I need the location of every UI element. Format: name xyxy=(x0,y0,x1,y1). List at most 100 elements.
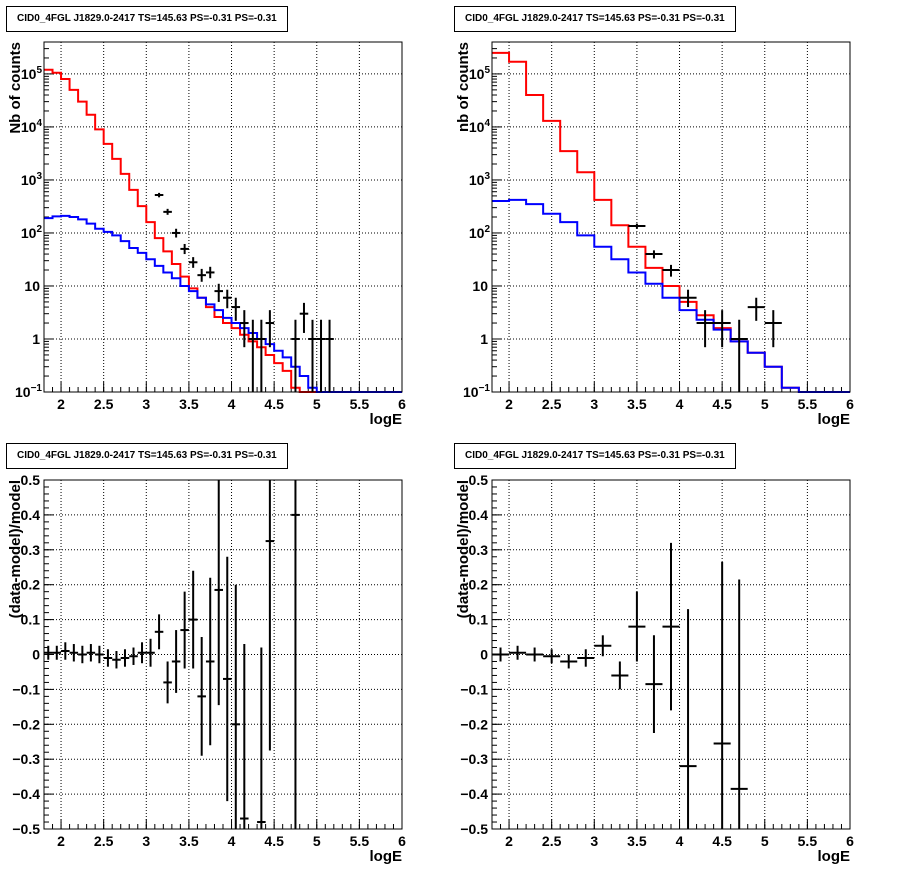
data-point xyxy=(248,319,258,392)
y-tick-label: 0.5 xyxy=(21,472,41,488)
data-point xyxy=(120,649,130,667)
data-point xyxy=(171,228,181,238)
data-point xyxy=(214,480,223,706)
data-point xyxy=(163,661,172,704)
x-tick-label: 5 xyxy=(761,396,769,412)
data-point xyxy=(197,637,206,756)
y-tick-label: 0 xyxy=(32,647,40,663)
y-tick-label: 102 xyxy=(469,224,491,241)
y-tick-label: 10 xyxy=(472,278,488,294)
y-tick-label: 0.2 xyxy=(21,577,41,593)
x-tick-label: 4 xyxy=(228,833,236,849)
data-point xyxy=(291,319,300,392)
panel-title-1: CID0_4FGL J1829.0-2417 TS=145.63 PS=-0.3… xyxy=(6,6,288,32)
chart-panel-2: 2 2.5 3 3.5 4 4.5 5 5.5 6 10−1 1 10 102 103 104 105 logE… xyxy=(455,41,854,428)
x-tick-label: 5.5 xyxy=(350,833,370,849)
data-point xyxy=(86,644,96,662)
y-tick-label: 0.3 xyxy=(21,542,41,558)
x-tick-label: 3 xyxy=(142,833,150,849)
x-tick-label: 5.5 xyxy=(350,396,370,412)
plot-frame xyxy=(491,41,851,393)
x-tick-label: 4 xyxy=(228,396,236,412)
data-point xyxy=(628,223,646,229)
y-tick-label: 104 xyxy=(469,118,491,135)
x-tick-label: 3 xyxy=(142,396,150,412)
x-tick-label: 4.5 xyxy=(712,833,732,849)
data-point xyxy=(223,289,232,309)
data-point xyxy=(188,257,198,268)
data-point xyxy=(52,645,62,660)
data-point xyxy=(61,642,70,660)
data-point xyxy=(291,480,300,829)
y-tick-label: 102 xyxy=(21,224,43,241)
histogram-series-red xyxy=(44,68,402,393)
x-tick-label: 3 xyxy=(590,833,598,849)
y-tick-label: 0.4 xyxy=(21,507,41,523)
x-axis-label: logE xyxy=(370,848,403,865)
data-point xyxy=(696,310,714,348)
panel-title-4: CID0_4FGL J1829.0-2417 TS=145.63 PS=-0.3… xyxy=(454,443,736,469)
data-point xyxy=(95,645,104,664)
data-point xyxy=(231,584,241,829)
data-point xyxy=(257,647,266,829)
x-tick-label: 5 xyxy=(761,833,769,849)
y-axis-label: (data-model)/model xyxy=(455,480,472,618)
data-point xyxy=(69,644,79,662)
data-point xyxy=(129,647,138,665)
data-point xyxy=(679,609,697,829)
data-point xyxy=(492,647,510,662)
data-point xyxy=(308,319,317,392)
y-tick-label: 103 xyxy=(21,171,43,188)
x-tick-label: 2.5 xyxy=(94,396,114,412)
x-tick-label: 2.5 xyxy=(94,833,114,849)
data-point xyxy=(265,310,275,348)
data-point xyxy=(713,310,731,348)
y-tick-label: 0.1 xyxy=(21,612,41,628)
data-point xyxy=(662,542,680,711)
data-point xyxy=(44,645,53,660)
x-axis-label: logE xyxy=(370,411,403,428)
data-point xyxy=(240,644,249,829)
data-point xyxy=(747,297,765,321)
y-tick-label: −0.3 xyxy=(12,751,40,767)
data-point xyxy=(146,638,155,667)
data-point xyxy=(257,319,266,392)
panel-title-2: CID0_4FGL J1829.0-2417 TS=145.63 PS=-0.3… xyxy=(454,6,736,32)
x-tick-label: 2 xyxy=(505,396,513,412)
data-point xyxy=(594,635,612,657)
data-point xyxy=(299,302,309,333)
y-tick-label: −0.5 xyxy=(460,821,488,837)
plot-frame xyxy=(43,479,403,830)
data-point xyxy=(645,635,663,734)
y-tick-label: 1 xyxy=(32,331,40,347)
y-axis-label: (data-model)/model xyxy=(7,480,24,618)
data-point xyxy=(764,310,782,348)
y-tick-label: 103 xyxy=(469,171,491,188)
x-tick-label: 6 xyxy=(846,396,854,412)
data-point xyxy=(231,297,241,321)
data-point xyxy=(197,268,206,282)
x-tick-label: 4 xyxy=(676,833,684,849)
x-tick-label: 6 xyxy=(398,396,406,412)
plot-frame xyxy=(491,479,851,830)
y-tick-label: −0.4 xyxy=(460,786,488,802)
y-tick-label: 0.4 xyxy=(469,507,489,523)
data-point xyxy=(662,264,680,277)
y-tick-label: 0 xyxy=(480,647,488,663)
x-tick-label: 5.5 xyxy=(798,833,818,849)
histogram-series-blue xyxy=(492,198,850,393)
chart-panel-3: 2 2.5 3 3.5 4 4.5 5 5.5 6 −0.5 −0.4 −0.3 −0.2 −0.1 0 0.… xyxy=(7,472,406,865)
data-point xyxy=(214,283,223,302)
data-point xyxy=(171,630,181,693)
data-point xyxy=(163,208,172,215)
x-tick-label: 5 xyxy=(313,833,321,849)
data-point xyxy=(137,642,147,664)
y-tick-label: 0.2 xyxy=(469,577,489,593)
data-point xyxy=(154,614,164,650)
x-tick-label: 3.5 xyxy=(179,396,199,412)
data-point xyxy=(730,579,748,829)
y-tick-label: 10−1 xyxy=(15,383,42,400)
data-point xyxy=(628,591,646,662)
data-point xyxy=(154,192,164,198)
